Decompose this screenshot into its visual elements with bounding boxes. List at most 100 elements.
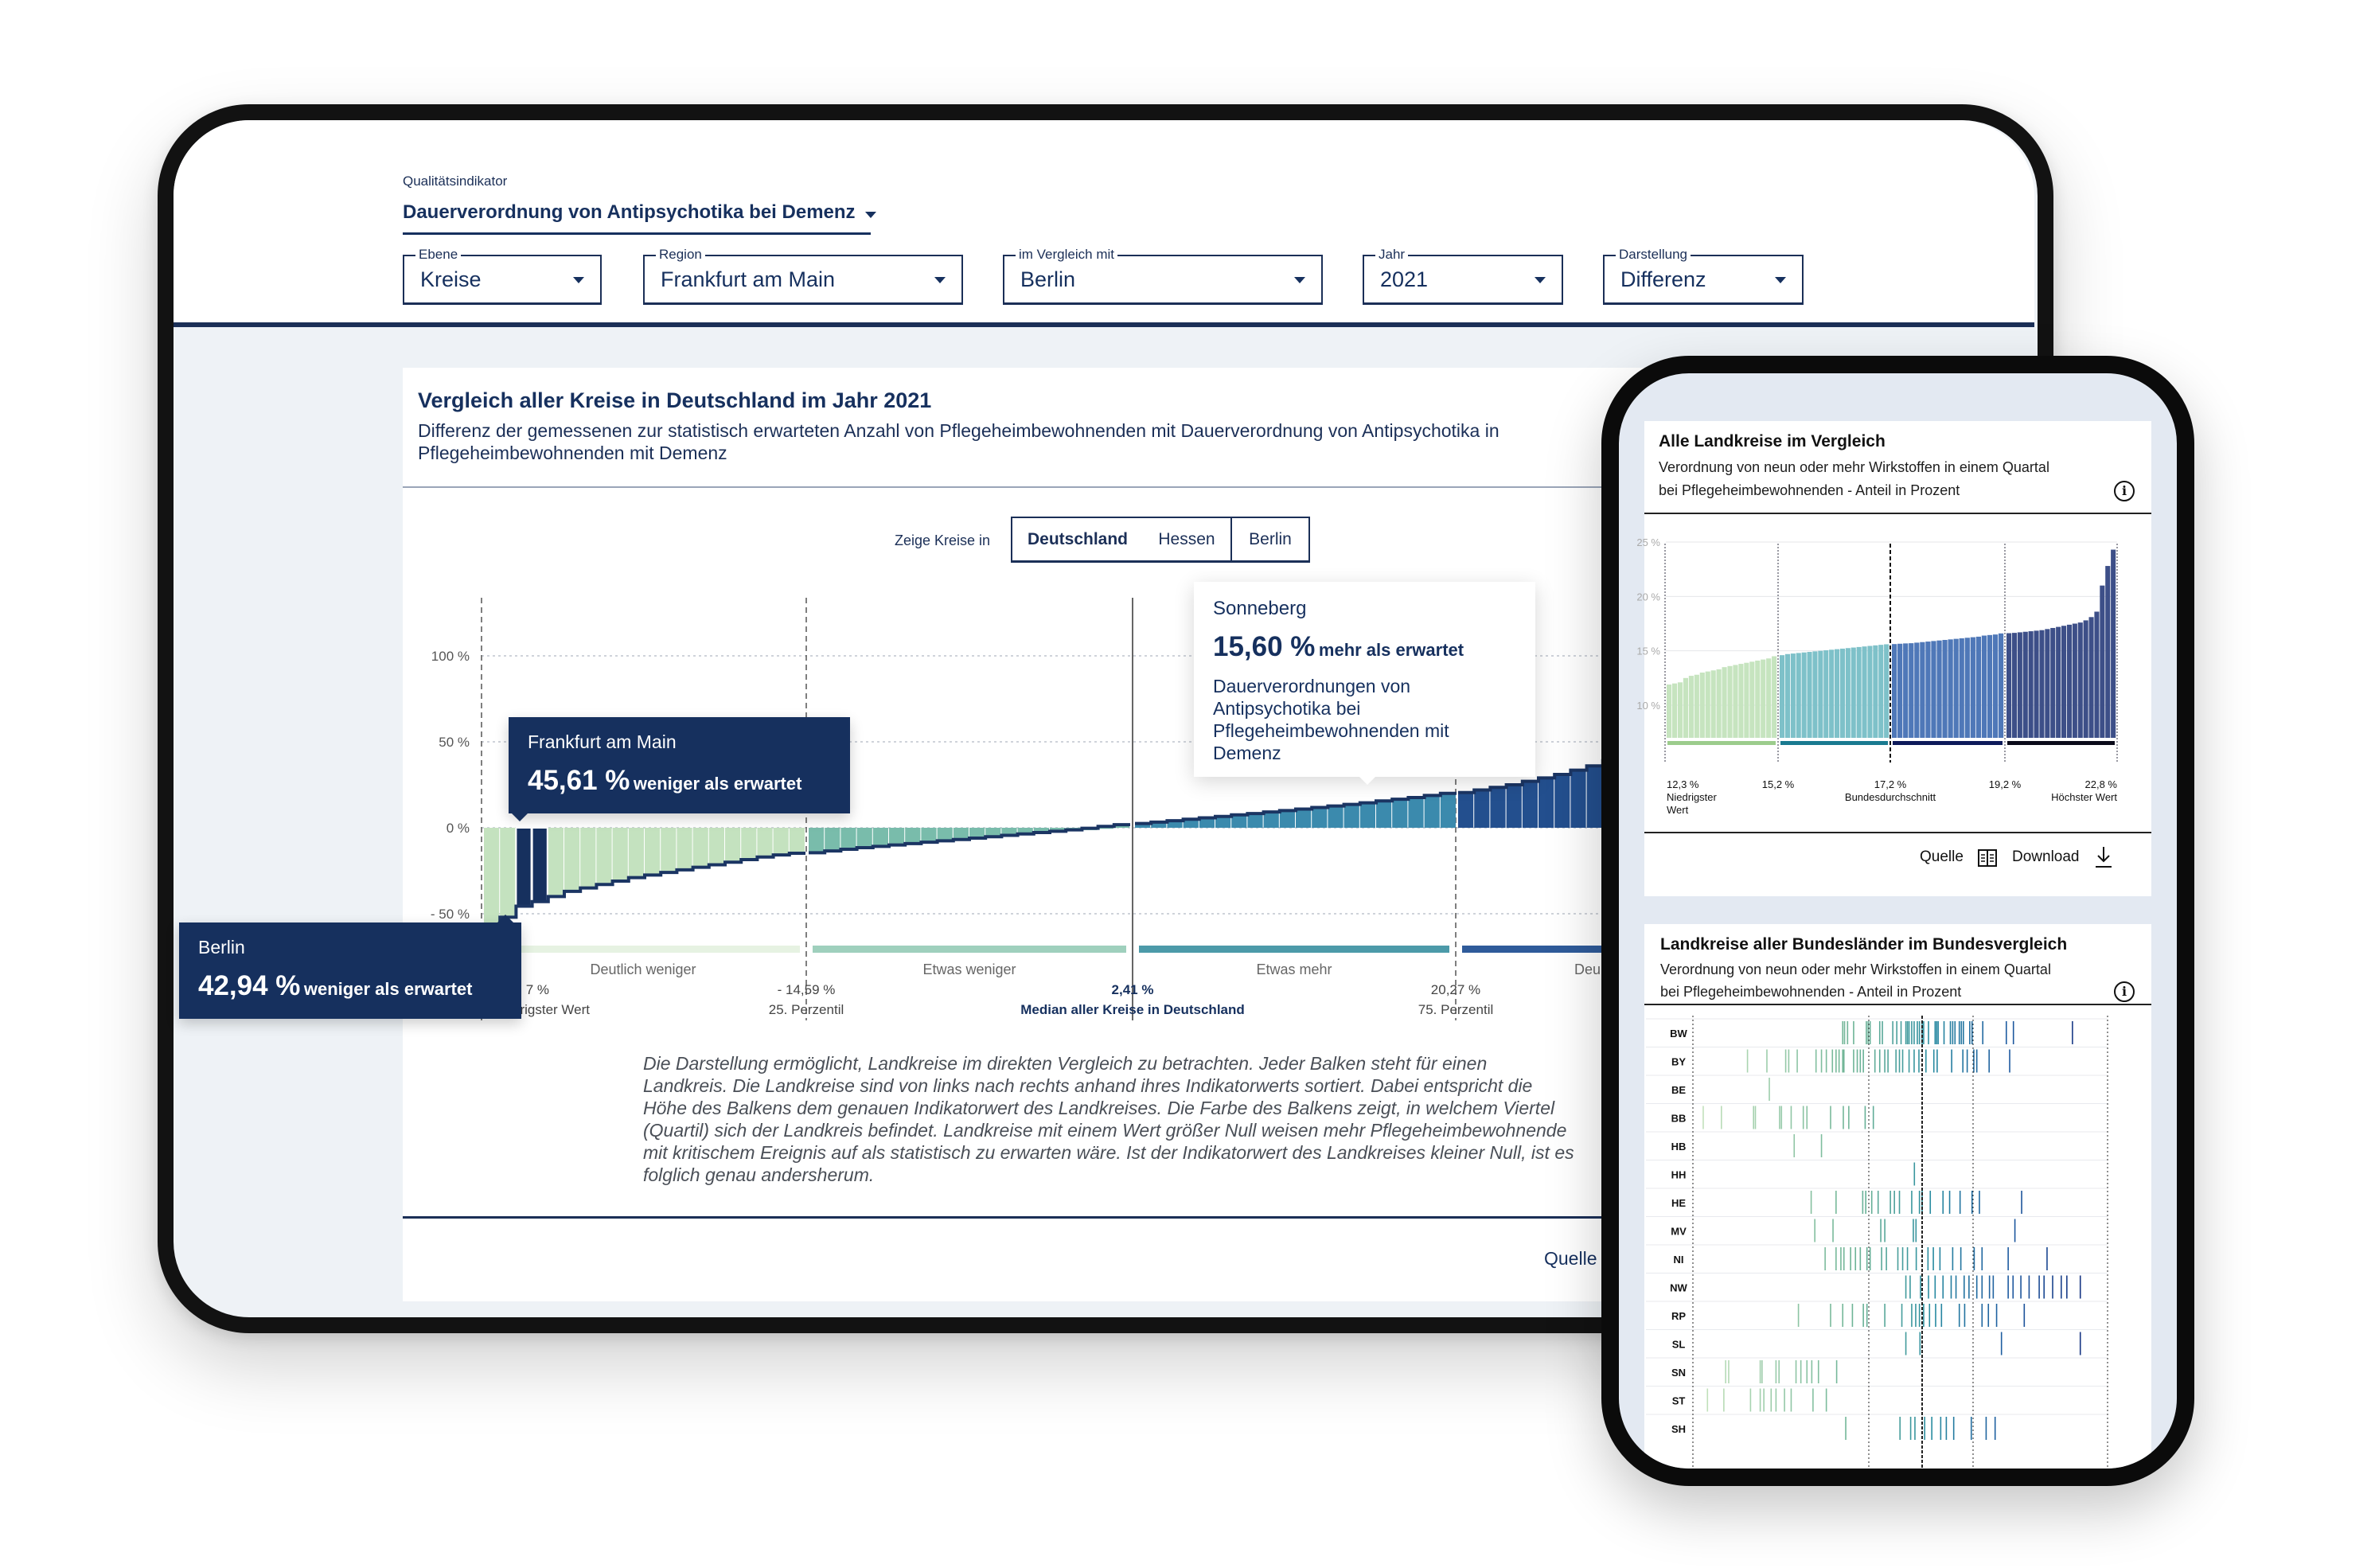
bar	[2034, 630, 2039, 738]
tooltip-hover-value-line: 15,60 % mehr als erwartet	[1213, 631, 1464, 663]
bar	[1884, 644, 1889, 738]
bar	[1987, 634, 1993, 738]
quartile-legend-bar	[1667, 741, 1776, 745]
ebene-dropdown[interactable]: Ebene Kreise	[403, 247, 602, 305]
state-label: SN	[1671, 1367, 1686, 1379]
bar	[1376, 801, 1392, 828]
state-label: BW	[1670, 1028, 1687, 1039]
bar	[596, 828, 612, 885]
bar	[953, 828, 969, 840]
tooltip-region-value-line: 45,61 % weniger als erwartet	[528, 765, 801, 797]
bar	[548, 828, 564, 897]
card1-download-link[interactable]: Download	[2012, 848, 2080, 865]
region-value: Frankfurt am Main	[661, 267, 836, 291]
bar	[1312, 807, 1328, 828]
bar	[1970, 637, 1975, 738]
bar	[1948, 639, 1953, 738]
bar	[1981, 635, 1987, 738]
bar	[1839, 648, 1845, 738]
bar	[2045, 629, 2050, 738]
tooltip-comparison-text: weniger als erwartet	[303, 979, 473, 999]
bar	[2083, 620, 2088, 738]
state-label: SL	[1672, 1339, 1686, 1351]
bar	[1167, 821, 1183, 828]
bar	[1033, 828, 1049, 833]
card2-divider	[1644, 1004, 2151, 1005]
bar	[1936, 640, 1942, 738]
quartile-legend-bar	[488, 946, 800, 953]
bar	[1667, 685, 1672, 738]
quartile-legend-bar	[813, 946, 1126, 953]
bar	[1807, 652, 1812, 738]
y-tick-label: - 50 %	[431, 907, 470, 922]
state-label: HB	[1671, 1141, 1687, 1153]
bar	[628, 828, 644, 878]
bar	[1744, 662, 1749, 738]
comparison-value: Berlin	[1020, 267, 1076, 291]
download-icon[interactable]	[2093, 845, 2114, 869]
bar	[1215, 816, 1231, 828]
bar	[1183, 819, 1199, 828]
bar	[1964, 638, 1970, 738]
bar	[2011, 633, 2017, 738]
region-dropdown[interactable]: Region Frankfurt am Main	[643, 247, 963, 305]
bar	[1359, 802, 1375, 828]
y-tick-label: 0 %	[447, 821, 470, 836]
bar	[1998, 633, 2004, 738]
bar	[1975, 636, 1981, 738]
caret-down-icon	[865, 211, 876, 218]
marker-label: Wert	[1667, 804, 1689, 816]
year-value: 2021	[1380, 267, 1429, 291]
info-circle-icon[interactable]: i	[2114, 981, 2135, 1002]
bar	[1677, 682, 1683, 738]
tooltip-region-name: Frankfurt am Main	[528, 731, 677, 752]
book-icon[interactable]	[1977, 848, 1998, 868]
indicator-select[interactable]: Dauerverordnung von Antipsychotika bei D…	[403, 201, 876, 224]
tooltip-arrow	[512, 813, 528, 821]
tooltip-region: Frankfurt am Main 45,61 % weniger als er…	[509, 717, 850, 821]
bar	[1705, 671, 1710, 738]
year-dropdown[interactable]: Jahr 2021	[1363, 247, 1563, 305]
bar	[1199, 817, 1215, 828]
bar	[1829, 649, 1835, 738]
caret-down-icon	[1294, 277, 1305, 283]
toggle-hessen[interactable]: Hessen	[1143, 517, 1232, 563]
marker-value: 17,2 %	[1874, 778, 1907, 790]
bar	[1733, 665, 1738, 738]
quartile-legend-bar	[2007, 741, 2115, 745]
quartile-legend-bar	[1139, 946, 1449, 953]
header-divider	[174, 322, 2034, 327]
display-dropdown[interactable]: Darstellung Differenz	[1603, 247, 1804, 305]
bar	[1231, 814, 1247, 828]
comparison-dropdown[interactable]: im Vergleich mit Berlin	[1003, 247, 1323, 305]
toggle-berlin[interactable]: Berlin	[1230, 517, 1310, 563]
bar	[1953, 638, 1959, 738]
bar-outline	[1135, 791, 1457, 825]
card2-subtitle-2: bei Pflegeheimbewohnenden - Anteil in Pr…	[1660, 984, 1962, 1000]
bar	[2006, 633, 2012, 738]
state-label: BY	[1671, 1056, 1686, 1068]
bar	[500, 828, 516, 918]
marker-value: 12,3 %	[1667, 778, 1699, 790]
toggle-deutschland[interactable]: Deutschland	[1011, 517, 1145, 563]
marker-label: Median aller Kreise in Deutschland	[1020, 1002, 1245, 1017]
bar	[1001, 828, 1017, 836]
bar	[1766, 658, 1772, 738]
bar	[645, 828, 661, 876]
source-link[interactable]: Quelle	[1544, 1248, 1597, 1269]
bar	[1722, 667, 1727, 738]
comparison-label: im Vergleich mit	[1016, 247, 1117, 263]
info-circle-icon[interactable]: i	[2114, 481, 2135, 501]
bar	[1683, 677, 1688, 738]
bar	[1897, 643, 1903, 738]
bar	[840, 828, 856, 849]
bar	[1801, 652, 1807, 738]
card1-subtitle-2: bei Pflegeheimbewohnenden - Anteil in Pr…	[1659, 482, 1960, 498]
bar	[1892, 644, 1897, 738]
marker-label: 25. Perzentil	[769, 1002, 844, 1017]
y-tick-label: 50 %	[439, 735, 470, 750]
bar	[773, 828, 789, 856]
bar	[1903, 643, 1909, 738]
card1-source-link[interactable]: Quelle	[1920, 848, 1964, 865]
